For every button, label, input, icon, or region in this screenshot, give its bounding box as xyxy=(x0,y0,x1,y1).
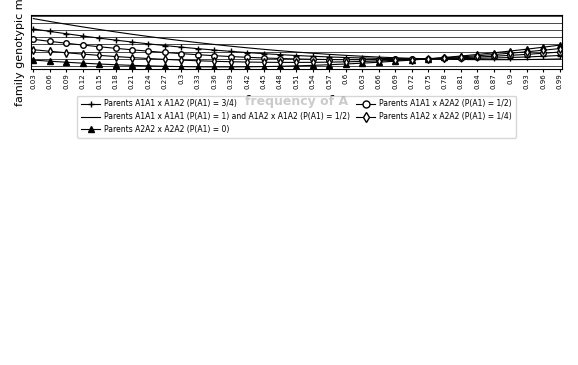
Y-axis label: family genotypic mean: family genotypic mean xyxy=(15,0,25,106)
X-axis label: frequency of A: frequency of A xyxy=(245,95,348,108)
Legend: Parents A1A1 x A1A2 (P(A1) = 3/4), Parents A1A1 x A1A1 (P(A1) = 1) and A1A2 x A1: Parents A1A1 x A1A2 (P(A1) = 3/4), Paren… xyxy=(77,96,516,138)
